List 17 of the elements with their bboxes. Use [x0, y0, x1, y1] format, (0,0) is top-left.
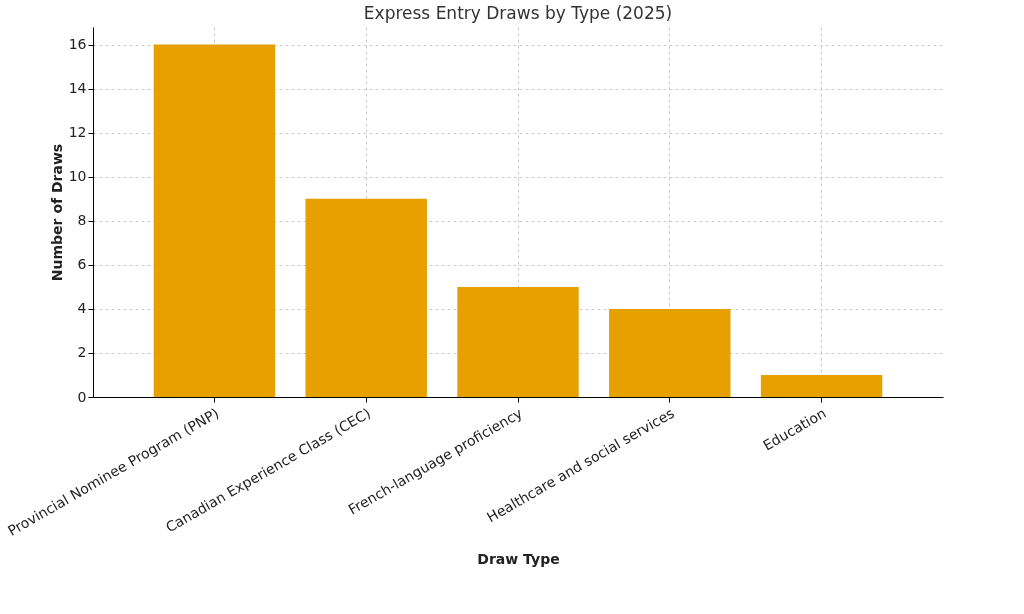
- y-tick-label: 14: [68, 80, 87, 97]
- y-tick-label: 2: [77, 344, 87, 361]
- bar: [305, 198, 427, 397]
- y-tick-label: 0: [77, 388, 87, 405]
- y-tick-label: 6: [77, 256, 87, 273]
- y-axis-title: Number of Draws: [48, 143, 65, 282]
- bar: [153, 44, 276, 397]
- y-tick-label: 16: [68, 36, 87, 53]
- chart-title: Express Entry Draws by Type (2025): [363, 3, 673, 23]
- y-tick-label: 4: [77, 300, 87, 317]
- x-axis-title: Draw Type: [477, 550, 560, 567]
- bar: [760, 374, 883, 397]
- y-tick-label: 10: [68, 168, 87, 185]
- y-tick-label: 12: [68, 124, 87, 141]
- bar: [457, 286, 579, 397]
- bar: [609, 308, 731, 397]
- y-tick-label: 8: [77, 212, 87, 229]
